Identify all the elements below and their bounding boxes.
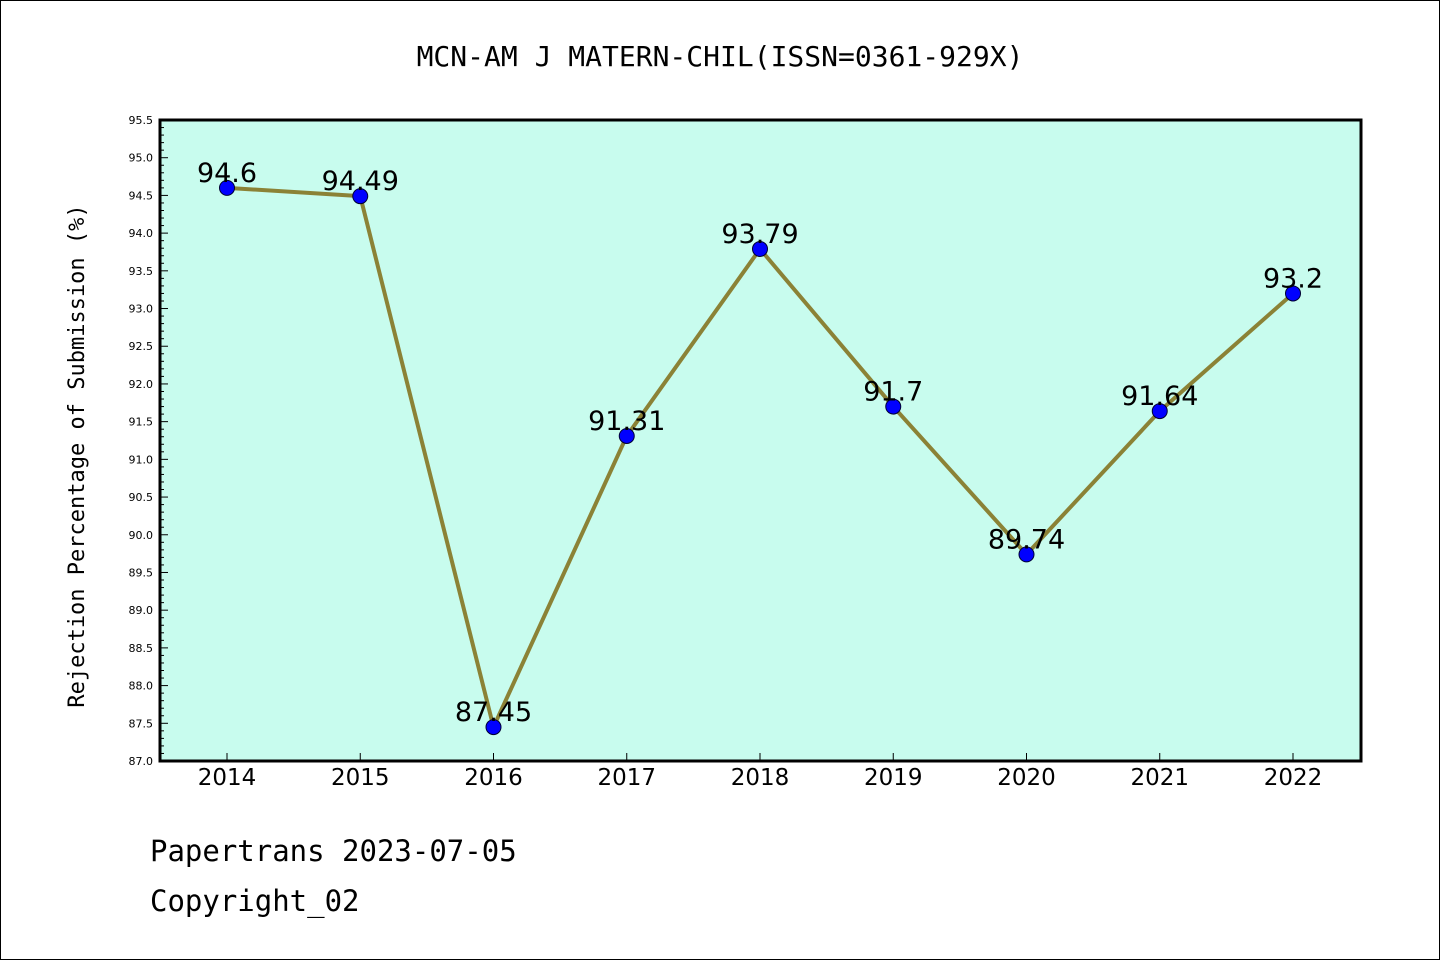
footer-source-date: Papertrans 2023-07-05: [150, 834, 517, 868]
y-tick-label: 91.0: [129, 453, 154, 466]
y-tick-label: 87.5: [129, 717, 154, 730]
y-tick-label: 92.0: [129, 378, 154, 391]
data-label: 91.7: [863, 377, 923, 408]
data-point: [618, 427, 635, 444]
y-tick-label: 89.0: [129, 604, 154, 617]
y-tick-label: 95.0: [129, 152, 154, 165]
data-labels-group: 94.6 94.49 87.45 91.31 93.79 91.7 89.74 91.64 93…: [197, 158, 1323, 728]
data-label: 94.49: [322, 166, 399, 197]
y-axis-ticks: 87.0 87.5 88.0 88.5 89.0 89.5 90.0 90.5 91.0 91.5…: [129, 114, 168, 768]
data-point: [885, 398, 902, 415]
y-tick-label: 93.0: [129, 303, 154, 316]
y-tick-label: 93.5: [129, 265, 154, 278]
data-point: [219, 179, 235, 196]
data-point: [752, 240, 768, 257]
data-label: 89.74: [988, 524, 1065, 555]
data-label: 87.45: [455, 697, 532, 728]
y-tick-label: 94.5: [129, 189, 154, 202]
footer-copyright: Copyright_02: [150, 884, 360, 918]
y-tick-label: 90.5: [129, 491, 154, 504]
y-tick-label: 94.0: [129, 227, 154, 240]
y-tick-label: 88.5: [129, 642, 154, 655]
data-point: [1018, 546, 1035, 563]
series-group: [219, 179, 1301, 736]
y-axis-label: Rejection Percentage of Submission (%): [65, 204, 90, 707]
x-tick-label: 2019: [864, 765, 923, 791]
x-tick-label: 2018: [731, 765, 790, 791]
plot-area: [158, 118, 1363, 763]
data-label: 94.6: [197, 158, 257, 189]
data-point: [1285, 285, 1301, 302]
x-tick-label: 2014: [198, 765, 257, 791]
chart-title: MCN-AM J MATERN-CHIL(ISSN=0361-929X): [417, 40, 1024, 73]
data-label: 93.2: [1263, 263, 1323, 294]
data-point: [1151, 403, 1168, 420]
x-tick-label: 2022: [1264, 765, 1323, 791]
x-tick-label: 2017: [597, 765, 656, 791]
x-tick-label: 2015: [331, 765, 390, 791]
data-label: 91.64: [1121, 381, 1198, 412]
y-tick-label: 89.5: [129, 566, 154, 579]
y-tick-label: 91.5: [129, 416, 154, 429]
y-tick-label: 88.0: [129, 680, 154, 693]
x-tick-label: 2016: [464, 765, 523, 791]
y-tick-label: 92.5: [129, 340, 154, 353]
data-label: 93.79: [721, 219, 798, 250]
y-tick-label: 90.0: [129, 529, 154, 542]
y-tick-label: 95.5: [129, 114, 154, 127]
y-tick-label: 87.0: [129, 755, 154, 768]
data-point: [485, 719, 502, 736]
x-tick-label: 2020: [997, 765, 1056, 791]
data-point: [352, 188, 369, 205]
data-label: 91.31: [588, 406, 665, 437]
x-tick-label: 2021: [1130, 765, 1189, 791]
x-axis-ticks: 2014 2015 2016 2017 2018 2019 2020 2021 2022: [198, 753, 1323, 791]
